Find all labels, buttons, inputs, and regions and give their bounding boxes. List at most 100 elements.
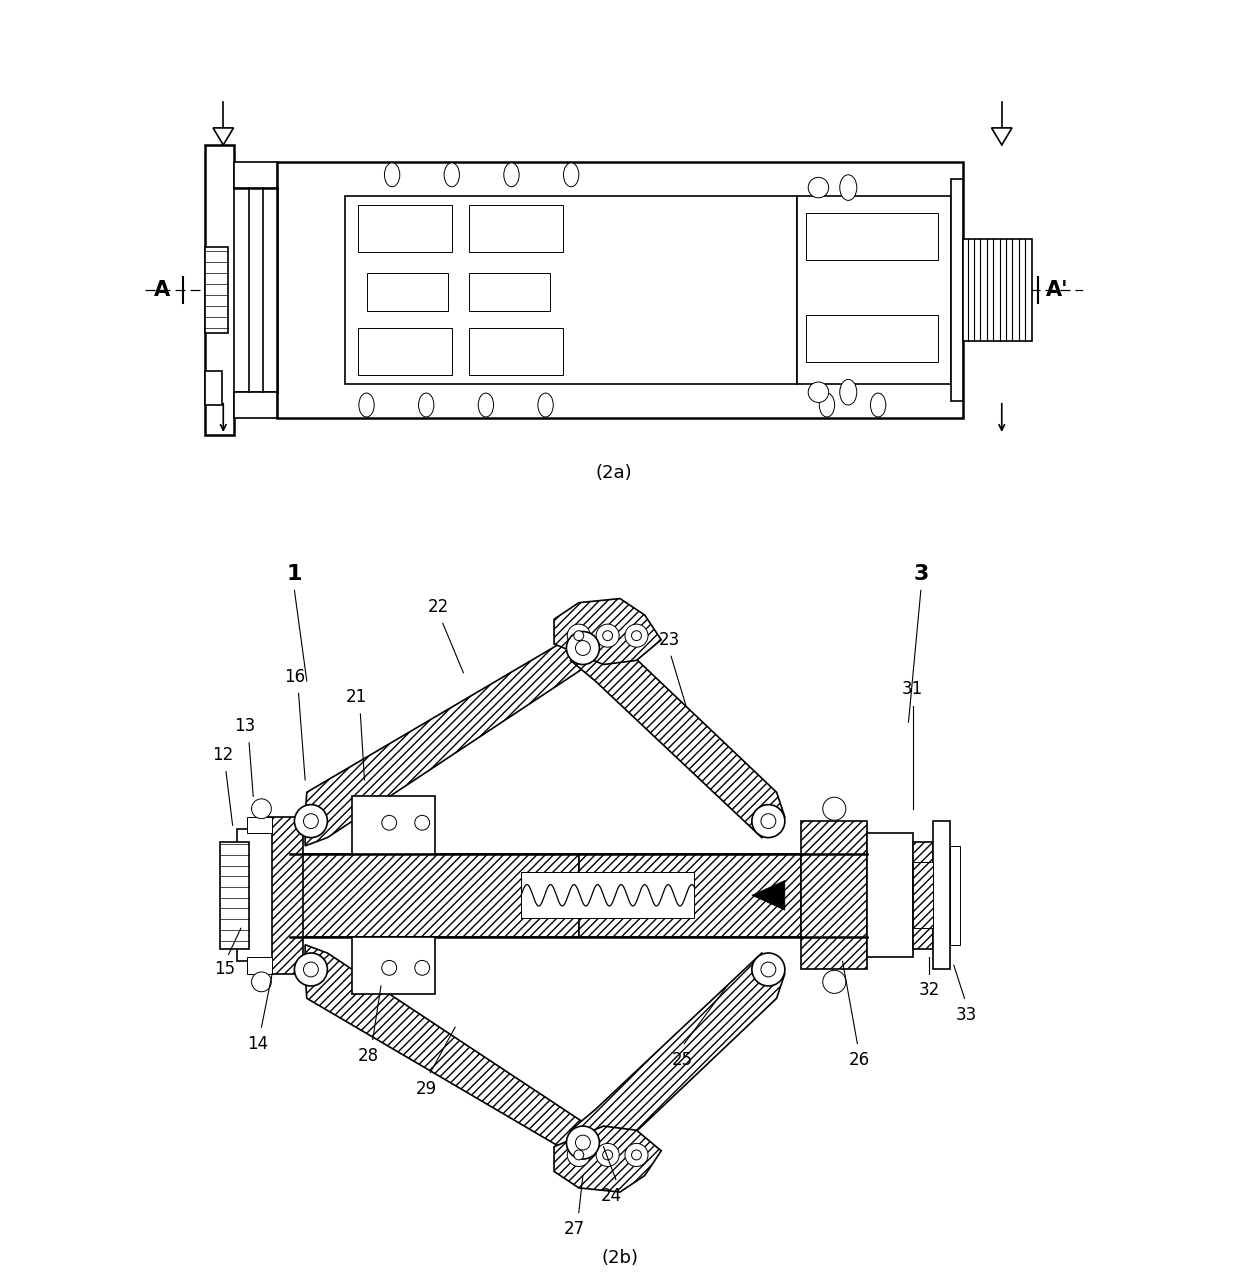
- Circle shape: [625, 1143, 649, 1166]
- Text: 14: 14: [247, 1035, 268, 1053]
- Text: 28: 28: [358, 1048, 379, 1065]
- Ellipse shape: [479, 393, 494, 417]
- Circle shape: [823, 971, 846, 994]
- Ellipse shape: [384, 162, 399, 187]
- Circle shape: [808, 178, 828, 198]
- Polygon shape: [237, 829, 272, 962]
- Circle shape: [808, 382, 828, 403]
- Ellipse shape: [419, 393, 434, 417]
- Circle shape: [603, 631, 613, 641]
- Ellipse shape: [820, 393, 835, 417]
- Circle shape: [575, 641, 590, 655]
- Polygon shape: [221, 842, 249, 949]
- Polygon shape: [234, 162, 277, 188]
- Bar: [345, 196, 797, 384]
- Circle shape: [603, 1150, 613, 1160]
- Bar: [248, 957, 272, 973]
- Circle shape: [574, 1150, 584, 1160]
- Polygon shape: [262, 817, 303, 973]
- Polygon shape: [205, 145, 277, 435]
- Text: 26: 26: [848, 1051, 869, 1069]
- Circle shape: [631, 1150, 641, 1160]
- Polygon shape: [913, 862, 934, 929]
- Text: 12: 12: [212, 746, 233, 764]
- Polygon shape: [570, 640, 785, 838]
- Circle shape: [294, 804, 327, 838]
- Text: 13: 13: [234, 718, 255, 735]
- Bar: [806, 316, 937, 362]
- Circle shape: [761, 962, 776, 977]
- Circle shape: [625, 624, 649, 647]
- Ellipse shape: [839, 175, 857, 201]
- Polygon shape: [992, 128, 1012, 145]
- Polygon shape: [305, 640, 595, 845]
- Ellipse shape: [358, 393, 374, 417]
- Bar: [797, 196, 951, 384]
- Ellipse shape: [563, 162, 579, 187]
- Bar: [352, 797, 434, 854]
- Polygon shape: [913, 842, 934, 949]
- Text: 15: 15: [213, 961, 234, 978]
- Ellipse shape: [538, 393, 553, 417]
- Polygon shape: [570, 953, 785, 1151]
- Bar: [806, 214, 937, 260]
- Circle shape: [631, 631, 641, 641]
- Bar: [367, 272, 448, 311]
- Text: (2a): (2a): [595, 464, 632, 482]
- Text: 16: 16: [284, 668, 305, 686]
- Text: A: A: [154, 280, 170, 299]
- Bar: [277, 162, 963, 418]
- Polygon shape: [867, 834, 913, 957]
- Bar: [469, 329, 563, 375]
- Polygon shape: [554, 1126, 661, 1192]
- Text: 29: 29: [415, 1079, 436, 1097]
- Ellipse shape: [870, 393, 885, 417]
- Bar: [248, 817, 272, 834]
- Bar: [205, 247, 228, 333]
- Bar: [469, 205, 563, 252]
- Ellipse shape: [839, 380, 857, 405]
- Text: 1: 1: [286, 564, 303, 583]
- Text: 27: 27: [564, 1220, 585, 1238]
- Bar: [352, 936, 434, 994]
- Polygon shape: [290, 854, 579, 936]
- Circle shape: [567, 632, 599, 665]
- Circle shape: [574, 631, 584, 641]
- Text: 3: 3: [913, 564, 929, 583]
- Circle shape: [567, 1126, 599, 1159]
- Polygon shape: [751, 880, 785, 911]
- Polygon shape: [554, 599, 661, 665]
- Circle shape: [382, 961, 397, 976]
- Text: 23: 23: [658, 631, 680, 648]
- Polygon shape: [305, 945, 595, 1151]
- Bar: [963, 239, 1032, 341]
- Bar: [950, 845, 960, 945]
- Text: 25: 25: [671, 1051, 692, 1069]
- Circle shape: [596, 1143, 619, 1166]
- Text: 33: 33: [956, 1005, 977, 1023]
- Circle shape: [751, 953, 785, 986]
- Circle shape: [414, 961, 429, 976]
- Text: 32: 32: [919, 981, 940, 999]
- Circle shape: [252, 799, 272, 819]
- Text: A': A': [1045, 280, 1069, 299]
- Circle shape: [823, 797, 846, 820]
- Bar: [358, 329, 451, 375]
- Polygon shape: [579, 854, 801, 936]
- Circle shape: [761, 813, 776, 829]
- Ellipse shape: [444, 162, 460, 187]
- Circle shape: [382, 815, 397, 830]
- Text: (2b): (2b): [601, 1250, 639, 1267]
- Ellipse shape: [503, 162, 520, 187]
- Circle shape: [751, 804, 785, 838]
- Circle shape: [304, 813, 319, 829]
- Bar: [951, 179, 963, 400]
- Circle shape: [596, 624, 619, 647]
- Bar: [469, 272, 549, 311]
- Polygon shape: [934, 821, 950, 969]
- Circle shape: [567, 624, 590, 647]
- Text: 24: 24: [601, 1187, 622, 1205]
- Bar: [358, 205, 451, 252]
- Circle shape: [567, 1143, 590, 1166]
- Circle shape: [414, 815, 429, 830]
